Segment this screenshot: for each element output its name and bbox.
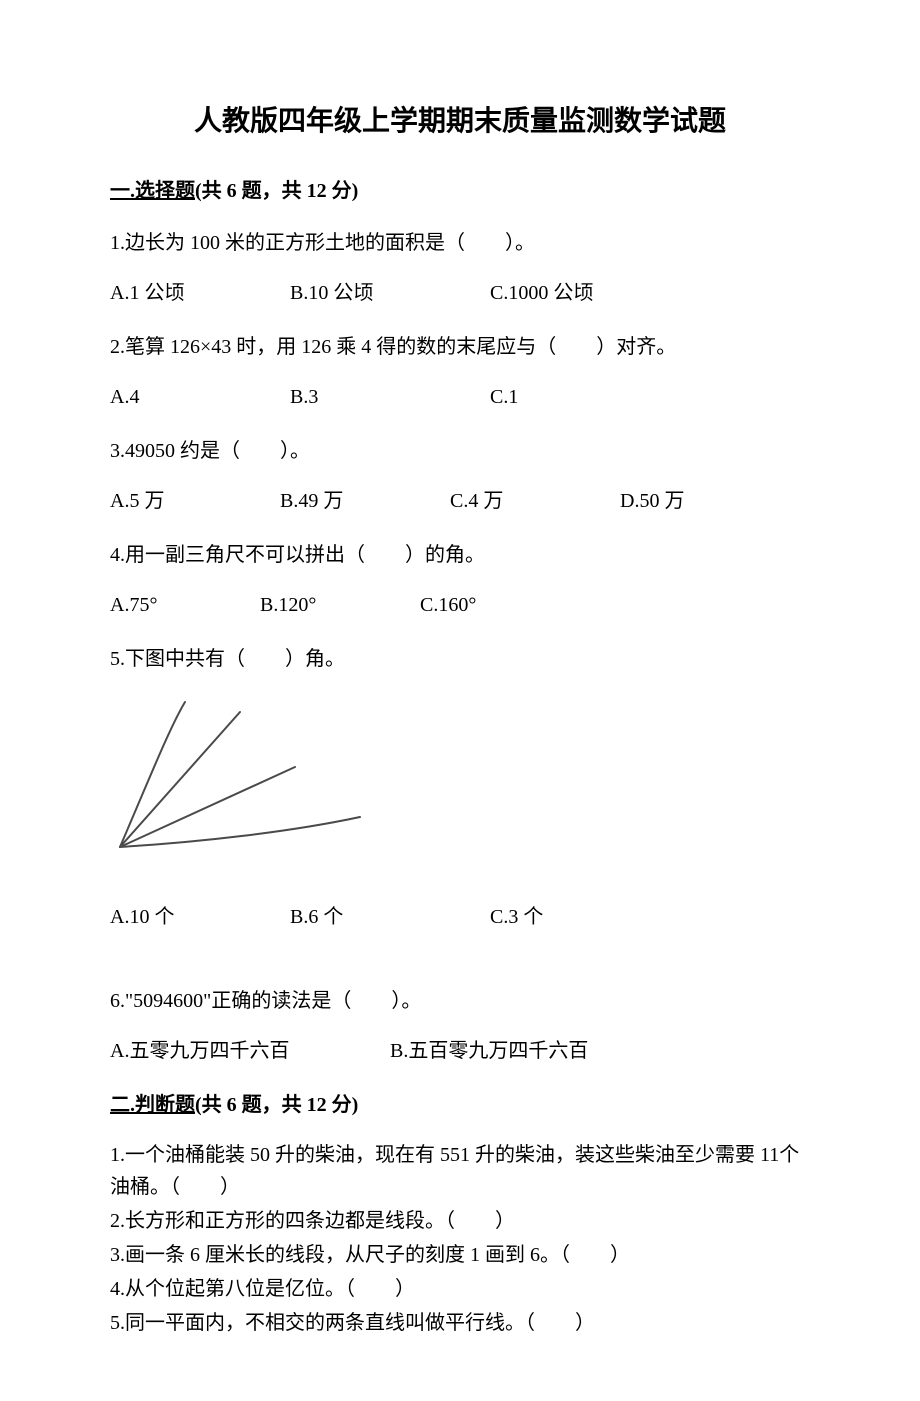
section-1-suffix: (共 6 题，共 12 分) <box>195 180 358 202</box>
question-5: 5.下图中共有（ ）角。 A.10 个 B.6 个 C.3 个 <box>110 641 810 935</box>
angle-svg <box>110 697 370 857</box>
question-4-text: 4.用一副三角尺不可以拼出（ ）的角。 <box>110 537 810 573</box>
q1-option-a: A.1 公顷 <box>110 275 290 311</box>
question-3: 3.49050 约是（ ）。 A.5 万 B.49 万 C.4 万 D.50 万 <box>110 433 810 519</box>
q3-option-b: B.49 万 <box>280 483 450 519</box>
q2-option-c: C.1 <box>490 379 670 415</box>
q4-option-c: C.160° <box>420 587 580 623</box>
question-4-options: A.75° B.120° C.160° <box>110 587 810 623</box>
question-3-text: 3.49050 约是（ ）。 <box>110 433 810 469</box>
angle-figure <box>110 697 810 869</box>
page-title: 人教版四年级上学期期末质量监测数学试题 <box>110 100 810 145</box>
judge-4: 4.从个位起第八位是亿位。（ ） <box>110 1273 810 1305</box>
q5-option-b: B.6 个 <box>290 899 490 935</box>
question-5-text: 5.下图中共有（ ）角。 <box>110 641 810 677</box>
section-2-header: 二.判断题(共 6 题，共 12 分) <box>110 1089 810 1121</box>
q6-option-a: A.五零九万四千六百 <box>110 1033 390 1069</box>
q4-option-b: B.120° <box>260 587 420 623</box>
question-5-options: A.10 个 B.6 个 C.3 个 <box>110 899 810 935</box>
q4-option-a: A.75° <box>110 587 260 623</box>
q3-option-c: C.4 万 <box>450 483 620 519</box>
question-6-text: 6."5094600"正确的读法是（ ）。 <box>110 983 810 1019</box>
question-2-options: A.4 B.3 C.1 <box>110 379 810 415</box>
question-1-options: A.1 公顷 B.10 公顷 C.1000 公顷 <box>110 275 810 311</box>
question-1-text: 1.边长为 100 米的正方形土地的面积是（ ）。 <box>110 225 810 261</box>
section-2-suffix: (共 6 题，共 12 分) <box>195 1094 358 1116</box>
judge-2: 2.长方形和正方形的四条边都是线段。（ ） <box>110 1205 810 1237</box>
question-4: 4.用一副三角尺不可以拼出（ ）的角。 A.75° B.120° C.160° <box>110 537 810 623</box>
q2-option-b: B.3 <box>290 379 490 415</box>
q6-option-b: B.五百零九万四千六百 <box>390 1033 670 1069</box>
q1-option-c: C.1000 公顷 <box>490 275 670 311</box>
section-2-prefix: 二.判断题 <box>110 1094 195 1116</box>
judge-1: 1.一个油桶能装 50 升的柴油，现在有 551 升的柴油，装这些柴油至少需要 … <box>110 1139 810 1203</box>
q5-option-a: A.10 个 <box>110 899 290 935</box>
section-1-prefix: 一.选择题 <box>110 180 195 202</box>
q2-option-a: A.4 <box>110 379 290 415</box>
question-6: 6."5094600"正确的读法是（ ）。 A.五零九万四千六百 B.五百零九万… <box>110 983 810 1069</box>
q3-option-a: A.5 万 <box>110 483 280 519</box>
question-6-options: A.五零九万四千六百 B.五百零九万四千六百 <box>110 1033 810 1069</box>
section-1-header: 一.选择题(共 6 题，共 12 分) <box>110 175 810 207</box>
judge-5: 5.同一平面内，不相交的两条直线叫做平行线。（ ） <box>110 1307 810 1339</box>
q5-option-c: C.3 个 <box>490 899 670 935</box>
question-1: 1.边长为 100 米的正方形土地的面积是（ ）。 A.1 公顷 B.10 公顷… <box>110 225 810 311</box>
q1-option-b: B.10 公顷 <box>290 275 490 311</box>
q3-option-d: D.50 万 <box>620 483 790 519</box>
judge-3: 3.画一条 6 厘米长的线段，从尺子的刻度 1 画到 6。（ ） <box>110 1239 810 1271</box>
question-3-options: A.5 万 B.49 万 C.4 万 D.50 万 <box>110 483 810 519</box>
question-2: 2.笔算 126×43 时，用 126 乘 4 得的数的末尾应与（ ）对齐。 A… <box>110 329 810 415</box>
question-2-text: 2.笔算 126×43 时，用 126 乘 4 得的数的末尾应与（ ）对齐。 <box>110 329 810 365</box>
spacer <box>110 953 810 983</box>
